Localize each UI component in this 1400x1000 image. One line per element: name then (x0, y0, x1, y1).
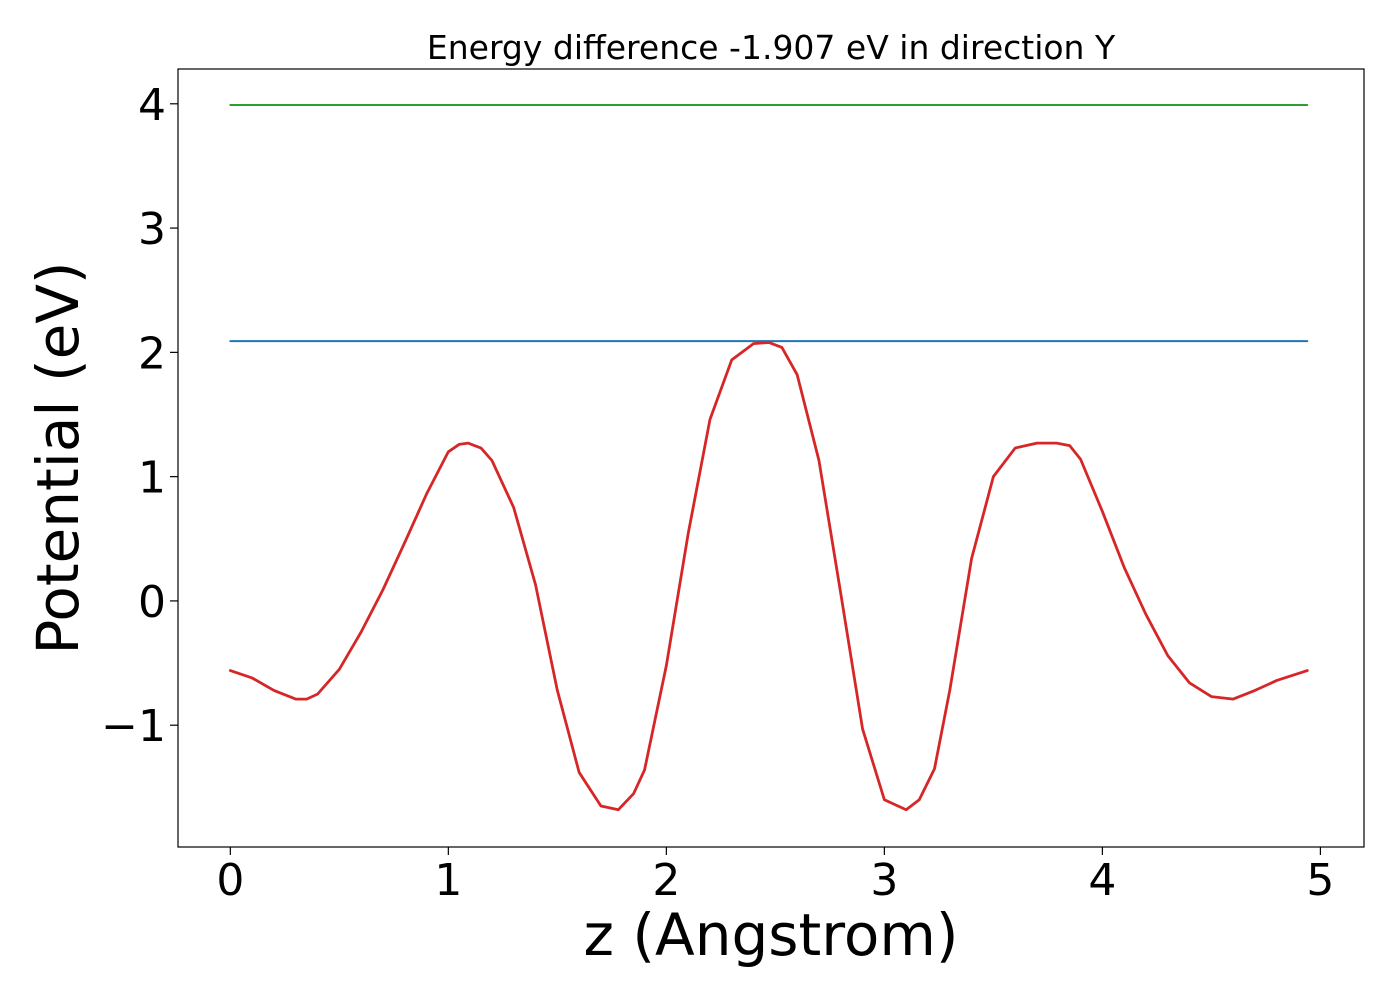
y-tick-label: 1 (138, 453, 166, 504)
x-tick-label: 2 (652, 855, 680, 906)
series-layer (228, 104, 1309, 812)
y-tick-label: 3 (138, 204, 166, 255)
x-tick-label: 3 (870, 855, 898, 906)
y-axis-title: Potential (eV) (24, 261, 92, 654)
x-tick-label: 0 (216, 855, 244, 906)
y-tick-label: −1 (101, 701, 166, 752)
y-tick-label: 4 (138, 80, 166, 131)
x-axis: 0 1 2 3 4 5 (216, 847, 1334, 906)
y-axis: −1 0 1 2 3 4 (101, 80, 178, 752)
y-tick-label: 2 (138, 328, 166, 379)
plot-background (178, 69, 1364, 847)
potential-curve (228, 341, 1309, 812)
chart-title: Energy difference -1.907 eV in direction… (427, 28, 1116, 67)
plot-frame (177, 68, 1365, 848)
x-tick-label: 5 (1306, 855, 1334, 906)
x-tick-label: 4 (1088, 855, 1116, 906)
x-axis-title: z (Angstrom) (584, 901, 959, 969)
y-tick-label: 0 (138, 577, 166, 628)
x-tick-label: 1 (434, 855, 462, 906)
